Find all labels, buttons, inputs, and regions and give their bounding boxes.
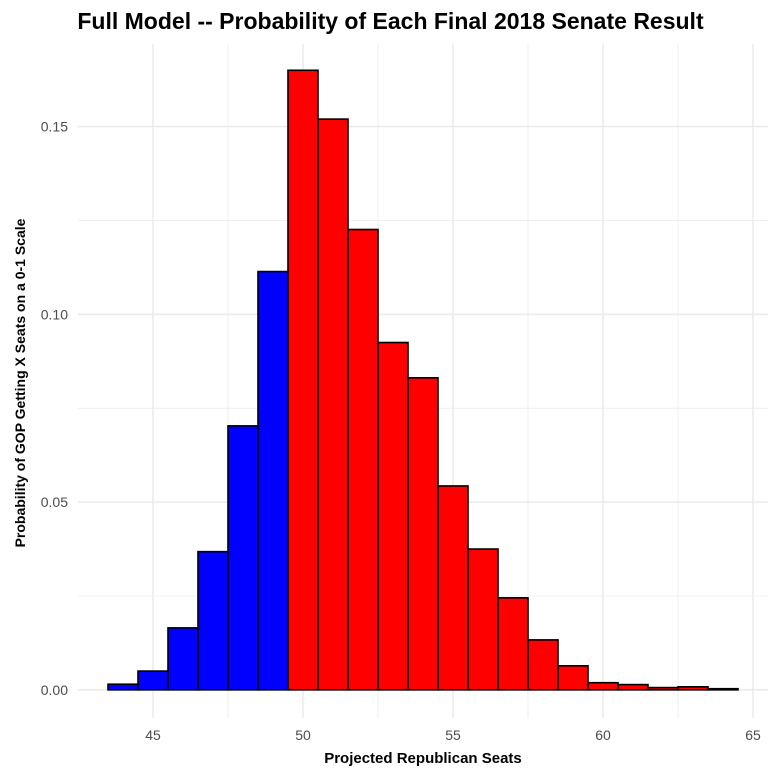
y-tick-label: 0.05: [41, 494, 68, 510]
bar-63-seats: [677, 686, 709, 691]
bar-51-seats: [317, 118, 349, 691]
bar-46-seats: [167, 627, 199, 691]
y-tick-label: 0.15: [41, 119, 68, 135]
x-tick-label: 60: [595, 727, 611, 743]
bar-59-seats: [557, 665, 589, 691]
bars: [107, 69, 739, 691]
x-tick-labels: 45 50 55 60 65: [145, 727, 761, 743]
y-tick-label: 0.00: [41, 682, 68, 698]
x-tick-label: 55: [445, 727, 461, 743]
bar-44-seats: [107, 683, 139, 691]
bar-55-seats: [437, 485, 469, 691]
bar-61-seats: [617, 683, 649, 691]
x-tick-label: 65: [745, 727, 761, 743]
x-axis-label: Projected Republican Seats: [324, 750, 522, 767]
bar-58-seats: [527, 639, 559, 691]
bar-62-seats: [647, 686, 679, 691]
chart-title: Full Model -- Probability of Each Final …: [77, 8, 704, 34]
x-tick-label: 45: [145, 727, 161, 743]
y-tick-labels: 0.00 0.05 0.10 0.15: [41, 119, 68, 698]
bar-54-seats: [407, 377, 439, 691]
y-tick-label: 0.10: [41, 306, 68, 322]
bar-64-seats: [707, 687, 739, 691]
x-tick-label: 50: [295, 727, 311, 743]
bar-60-seats: [587, 681, 619, 691]
bar-52-seats: [347, 228, 379, 691]
bar-49-seats: [257, 270, 289, 691]
bar-50-seats: [287, 69, 319, 691]
bar-48-seats: [227, 425, 259, 691]
bar-53-seats: [377, 341, 409, 691]
bar-47-seats: [197, 550, 229, 691]
bar-56-seats: [467, 548, 499, 691]
bar-57-seats: [497, 597, 529, 691]
bar-45-seats: [137, 670, 169, 691]
